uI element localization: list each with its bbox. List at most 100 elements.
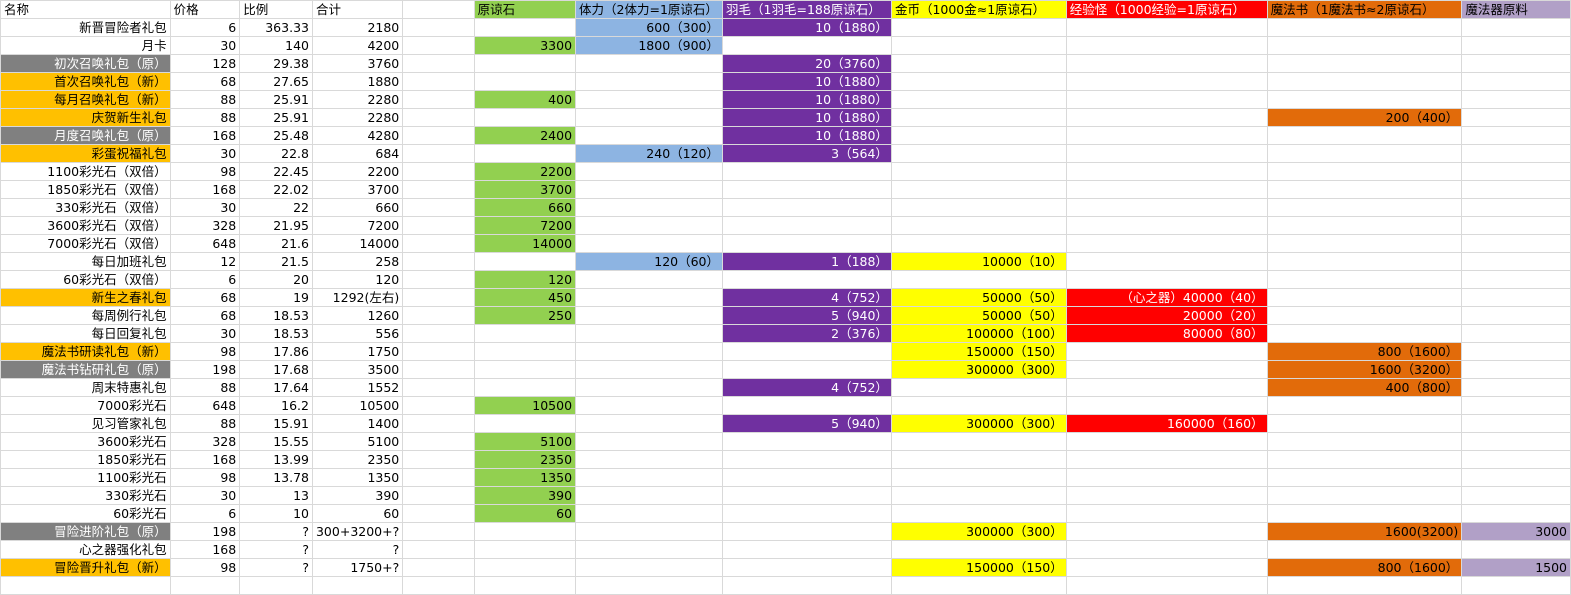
total-cell[interactable]: 660 <box>311 198 404 217</box>
book-cell[interactable] <box>1266 504 1463 523</box>
stamina-cell[interactable] <box>575 54 724 73</box>
name-cell[interactable]: 冒险进阶礼包（原） <box>0 522 171 541</box>
total-cell[interactable]: 1400 <box>311 414 404 433</box>
price-cell[interactable]: 68 <box>169 306 241 325</box>
total-cell[interactable]: 10500 <box>311 396 404 415</box>
empty-cell[interactable] <box>402 360 475 379</box>
book-cell[interactable] <box>1266 252 1463 271</box>
book-cell[interactable] <box>1266 18 1463 37</box>
ratio-cell[interactable]: 363.33 <box>239 18 313 37</box>
name-cell[interactable]: 魔法书钻研礼包（原） <box>0 360 171 379</box>
exp-cell[interactable] <box>1065 36 1268 55</box>
total-cell[interactable]: 5100 <box>311 432 404 451</box>
name-cell[interactable]: 1100彩光石 <box>0 468 171 487</box>
price-cell[interactable]: 6 <box>169 18 241 37</box>
total-cell[interactable]: 3500 <box>311 360 404 379</box>
feather-cell[interactable]: 4（752） <box>722 378 892 397</box>
total-cell[interactable]: 120 <box>311 270 404 289</box>
gold-cell[interactable] <box>890 378 1067 397</box>
stamina-cell[interactable] <box>575 306 724 325</box>
total-cell[interactable]: 390 <box>311 486 404 505</box>
header-cell-stone[interactable]: 原谅石 <box>473 0 577 19</box>
exp-cell[interactable] <box>1065 90 1268 109</box>
exp-cell[interactable] <box>1065 486 1268 505</box>
stamina-cell[interactable] <box>575 180 724 199</box>
ratio-cell[interactable]: 18.53 <box>239 306 313 325</box>
price-cell[interactable]: 168 <box>169 450 241 469</box>
material-cell[interactable] <box>1461 108 1571 127</box>
price-cell[interactable]: 198 <box>169 522 241 541</box>
exp-cell[interactable] <box>1065 126 1268 145</box>
ratio-cell[interactable]: 22.8 <box>239 144 313 163</box>
empty-cell[interactable] <box>402 234 475 253</box>
stamina-cell[interactable] <box>575 72 724 91</box>
ratio-cell[interactable]: 17.86 <box>239 342 313 361</box>
gold-cell[interactable]: 50000（50） <box>890 288 1067 307</box>
exp-cell[interactable] <box>1065 558 1268 577</box>
name-cell[interactable]: 魔法书研读礼包（新） <box>0 342 171 361</box>
price-cell[interactable]: 98 <box>169 162 241 181</box>
material-cell[interactable] <box>1461 306 1571 325</box>
feather-cell[interactable] <box>722 198 892 217</box>
empty-cell[interactable] <box>402 90 475 109</box>
stamina-cell[interactable]: 120（60） <box>575 252 724 271</box>
empty-cell[interactable] <box>402 576 475 595</box>
stamina-cell[interactable] <box>575 90 724 109</box>
feather-cell[interactable] <box>722 576 892 595</box>
exp-cell[interactable]: （心之器）40000（40） <box>1065 288 1268 307</box>
exp-cell[interactable]: 20000（20） <box>1065 306 1268 325</box>
material-cell[interactable]: 3000 <box>1461 522 1571 541</box>
gold-cell[interactable] <box>890 396 1067 415</box>
stamina-cell[interactable] <box>575 432 724 451</box>
ratio-cell[interactable]: 17.64 <box>239 378 313 397</box>
stamina-cell[interactable] <box>575 396 724 415</box>
price-cell[interactable]: 648 <box>169 396 241 415</box>
header-cell-exp[interactable]: 经验怪（1000经验=1原谅石） <box>1065 0 1268 19</box>
stamina-cell[interactable] <box>575 324 724 343</box>
feather-cell[interactable] <box>722 216 892 235</box>
ratio-cell[interactable]: 16.2 <box>239 396 313 415</box>
total-cell[interactable]: 1750+? <box>311 558 404 577</box>
stamina-cell[interactable] <box>575 558 724 577</box>
exp-cell[interactable]: 160000（160） <box>1065 414 1268 433</box>
stamina-cell[interactable] <box>575 288 724 307</box>
exp-cell[interactable]: 80000（80） <box>1065 324 1268 343</box>
empty-cell[interactable] <box>402 54 475 73</box>
price-cell[interactable]: 168 <box>169 126 241 145</box>
empty-cell[interactable] <box>402 72 475 91</box>
price-cell[interactable]: 198 <box>169 360 241 379</box>
total-cell[interactable]: 2280 <box>311 108 404 127</box>
exp-cell[interactable] <box>1065 72 1268 91</box>
stone-cell[interactable] <box>473 72 577 91</box>
stone-cell[interactable]: 3300 <box>473 36 577 55</box>
exp-cell[interactable] <box>1065 162 1268 181</box>
feather-cell[interactable] <box>722 432 892 451</box>
ratio-cell[interactable]: 21.95 <box>239 216 313 235</box>
feather-cell[interactable]: 10（1880） <box>722 72 892 91</box>
empty-cell[interactable] <box>402 450 475 469</box>
ratio-cell[interactable]: 29.38 <box>239 54 313 73</box>
material-cell[interactable] <box>1461 216 1571 235</box>
material-cell[interactable] <box>1461 324 1571 343</box>
ratio-cell[interactable]: ? <box>239 540 313 559</box>
book-cell[interactable] <box>1266 324 1463 343</box>
gold-cell[interactable] <box>890 36 1067 55</box>
ratio-cell[interactable]: 10 <box>239 504 313 523</box>
ratio-cell[interactable]: 17.68 <box>239 360 313 379</box>
name-cell[interactable]: 每日加班礼包 <box>0 252 171 271</box>
header-cell-price[interactable]: 价格 <box>169 0 241 19</box>
header-cell-book[interactable]: 魔法书（1魔法书≈2原谅石） <box>1266 0 1463 19</box>
material-cell[interactable] <box>1461 234 1571 253</box>
feather-cell[interactable]: 10（1880） <box>722 126 892 145</box>
book-cell[interactable] <box>1266 540 1463 559</box>
name-cell[interactable]: 1850彩光石 <box>0 450 171 469</box>
stamina-cell[interactable] <box>575 108 724 127</box>
empty-cell[interactable] <box>402 216 475 235</box>
exp-cell[interactable] <box>1065 432 1268 451</box>
stone-cell[interactable]: 2350 <box>473 450 577 469</box>
header-cell-material[interactable]: 魔法器原料 <box>1461 0 1571 19</box>
exp-cell[interactable] <box>1065 540 1268 559</box>
ratio-cell[interactable] <box>239 576 313 595</box>
name-cell[interactable]: 330彩光石 <box>0 486 171 505</box>
name-cell[interactable]: 月卡 <box>0 36 171 55</box>
